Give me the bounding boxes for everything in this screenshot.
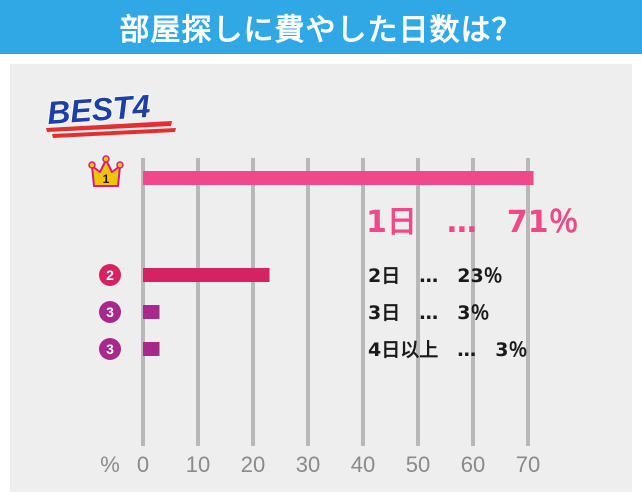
x-unit-label: %: [100, 452, 120, 477]
x-tick-label: 70: [516, 452, 540, 477]
x-tick-label: 60: [461, 452, 485, 477]
circle-badge-icon: 3: [99, 338, 121, 360]
data-label: 4日以上 … 3％: [368, 339, 527, 361]
rank-number: 3: [106, 341, 114, 357]
best4-badge: BEST4: [45, 87, 176, 138]
bar-2日: [143, 268, 270, 282]
bar-4日以上: [143, 342, 160, 356]
best4-label: BEST4: [46, 88, 152, 131]
crown-icon: 1: [88, 155, 124, 187]
rank-number: 3: [106, 304, 114, 320]
x-tick-label: 20: [241, 452, 265, 477]
data-label: 2日 … 23％: [368, 265, 503, 287]
x-tick-label: 40: [351, 452, 375, 477]
x-tick-label: 30: [296, 452, 320, 477]
x-tick-label: 10: [186, 452, 210, 477]
circle-badge-icon: 3: [99, 301, 121, 323]
x-tick-label: 50: [406, 452, 430, 477]
data-label: 3日 … 3％: [368, 302, 489, 324]
data-label: 1日 … 71％: [366, 205, 579, 240]
rank-number: 1: [103, 172, 110, 186]
x-tick-label: 0: [137, 452, 149, 477]
bar-3日: [143, 305, 160, 319]
badge-underline: [46, 121, 172, 132]
header-banner: 部屋探しに費やした日数は？: [0, 0, 642, 54]
rank-number: 2: [106, 267, 114, 283]
circle-badge-icon: 2: [99, 264, 121, 286]
page-title: 部屋探しに費やした日数は？: [119, 13, 523, 48]
badge-underline-2: [52, 128, 176, 138]
bar-1日: [143, 171, 534, 185]
